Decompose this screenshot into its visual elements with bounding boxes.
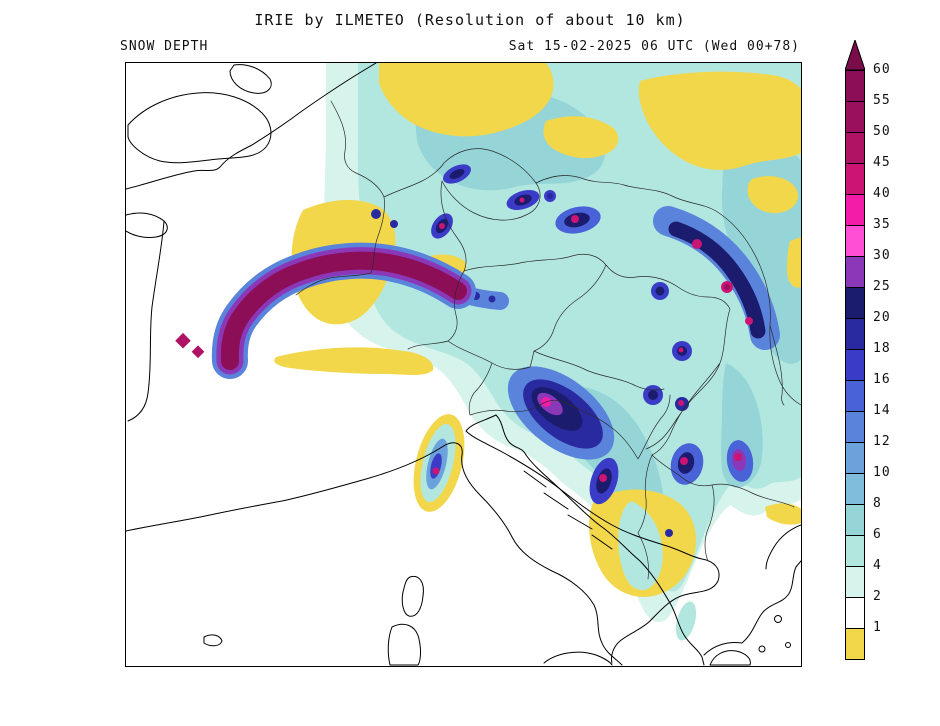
legend-color-box [845, 194, 865, 226]
legend-tick-label: 2 [873, 589, 882, 604]
legend-color-box [845, 132, 865, 164]
legend-tick-label: 20 [873, 310, 891, 325]
legend-color-box [845, 163, 865, 195]
legend-band-45: 45 [845, 155, 925, 195]
legend-tick-label: 55 [873, 93, 891, 108]
legend-band-18: 18 [845, 341, 925, 381]
legend-tick-label: 18 [873, 341, 891, 356]
snow-depth-map [126, 63, 801, 666]
legend-band-12: 12 [845, 434, 925, 474]
mountain-snow-cores [371, 164, 780, 505]
subheader: SNOW DEPTH Sat 15-02-2025 06 UTC (Wed 00… [120, 39, 800, 54]
legend-color-box [845, 473, 865, 505]
legend-color-box [845, 287, 865, 319]
legend-tick-label: 25 [873, 279, 891, 294]
legend-band-4: 4 [845, 558, 925, 598]
legend-tick-label: 14 [873, 403, 891, 418]
legend-band-10: 10 [845, 465, 925, 505]
page-title: IRIE by ILMETEO (Resolution of about 10 … [254, 11, 686, 29]
legend-color-box [845, 535, 865, 567]
legend-tick-label: 40 [873, 186, 891, 201]
legend-arrow-shape [845, 40, 865, 70]
legend-tick-label: 6 [873, 527, 882, 542]
legend-color-box [845, 70, 865, 102]
field-name-label: SNOW DEPTH [120, 39, 209, 54]
legend-color-box [845, 349, 865, 381]
coastlines [126, 63, 801, 666]
legend-color-box [845, 504, 865, 536]
legend-tick-label: 10 [873, 465, 891, 480]
legend-tick-label: 60 [873, 62, 891, 77]
legend-tick-label: 8 [873, 496, 882, 511]
legend-tick-label: 1 [873, 620, 882, 635]
legend-tick-label: 4 [873, 558, 882, 573]
legend-color-box [845, 411, 865, 443]
legend-color-box [845, 442, 865, 474]
alps-snow-band [175, 242, 476, 379]
legend-color-box [845, 225, 865, 257]
legend-color-box [845, 566, 865, 598]
legend-tick-label: 30 [873, 248, 891, 263]
legend-band-50: 50 [845, 124, 925, 164]
map-frame [125, 62, 802, 667]
legend-color-box [845, 597, 865, 629]
valid-time-label: Sat 15-02-2025 06 UTC (Wed 00+78) [508, 39, 800, 54]
legend-band-14: 14 [845, 403, 925, 443]
balkan-cyan-streak [618, 501, 697, 641]
legend-color-box [845, 256, 865, 288]
legend-tick-label: 12 [873, 434, 891, 449]
legend-tick-label: 16 [873, 372, 891, 387]
legend-tick-label: 50 [873, 124, 891, 139]
apennines-snow [420, 424, 456, 502]
legend-color-box [845, 318, 865, 350]
legend-arrow [845, 40, 865, 70]
legend-band-6: 6 [845, 527, 925, 567]
legend-color-box [845, 380, 865, 412]
legend-band-2: 2 [845, 589, 925, 629]
legend-band-1: 1 [845, 620, 925, 660]
legend-band-8: 8 [845, 496, 925, 536]
legend-tick-label: 35 [873, 217, 891, 232]
legend-color-box [845, 628, 865, 660]
legend-color-box [845, 101, 865, 133]
legend: 60 55 50 45 40 35 30 25 20 18 16 14 12 10 8 6 4 2 1 [845, 40, 925, 660]
legend-bands: 60 55 50 45 40 35 30 25 20 18 16 14 12 10 8 6 4 2 1 [845, 62, 925, 660]
legend-tick-label: 45 [873, 155, 891, 170]
country-borders [295, 100, 801, 580]
legend-band-40: 40 [845, 186, 925, 226]
